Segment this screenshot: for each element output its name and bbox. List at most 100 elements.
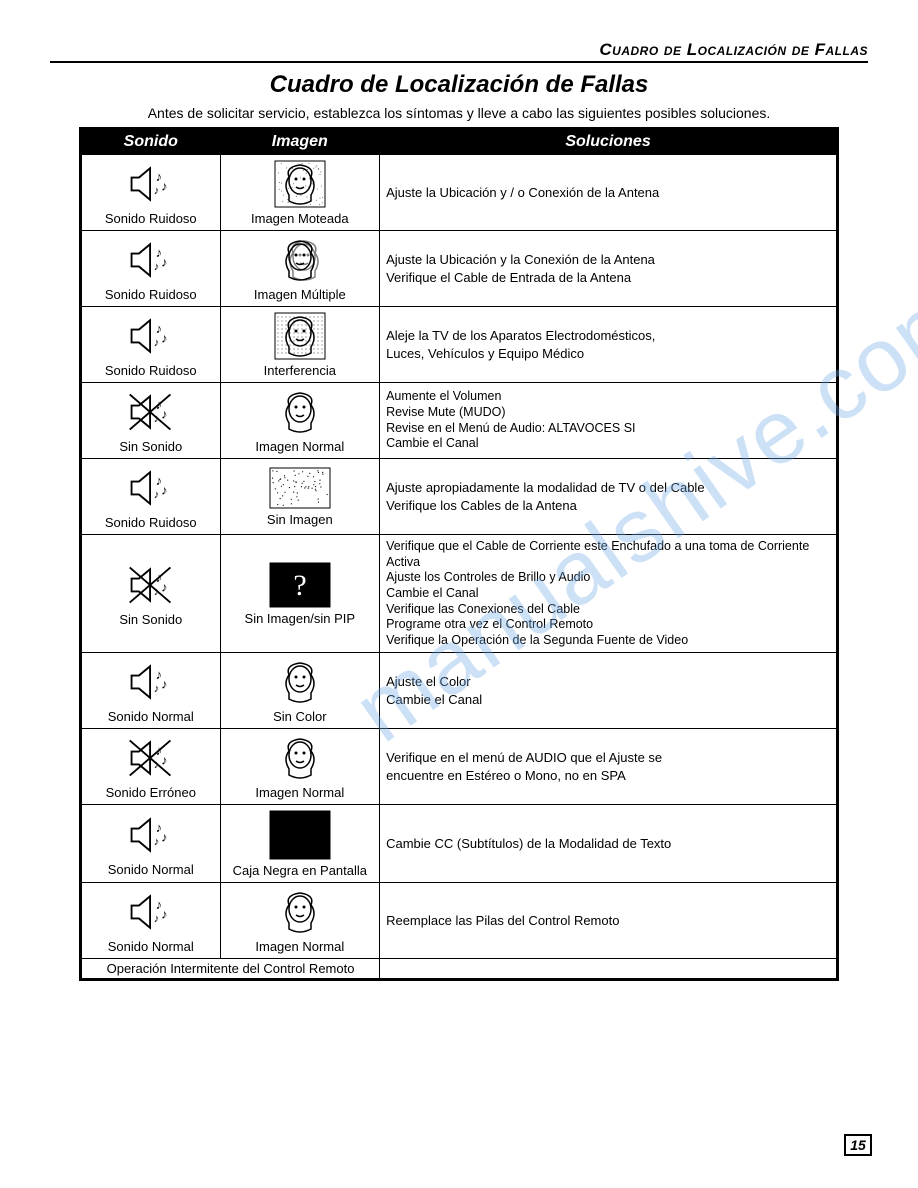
image-label: Sin Color [273, 709, 326, 724]
image-cell: Imagen Moteada [220, 155, 380, 231]
speaker-mute-icon [124, 387, 178, 437]
sound-cell: Sonido Ruidoso [81, 459, 221, 535]
image-cell: Caja Negra en Pantalla [220, 805, 380, 883]
solution-text: Aumente el VolumenRevise Mute (MUDO)Revi… [386, 389, 830, 452]
table-row: Sonido Ruidoso Imagen Moteada Ajuste la Ub… [81, 155, 838, 231]
table-row: Sin Sonido Imagen Normal Aumente el Volume… [81, 383, 838, 459]
sound-cell: Sonido Normal [81, 883, 221, 959]
sound-label: Sin Sonido [119, 439, 182, 454]
table-row: Sonido Ruidoso Interferencia Aleje la TV d… [81, 307, 838, 383]
page-header: Cuadro de Localización de Fallas [50, 40, 868, 63]
image-cell: Sin Color [220, 653, 380, 729]
face-normal-icon [273, 887, 327, 937]
page-number: 15 [844, 1134, 872, 1156]
sound-label: Sonido Normal [108, 939, 194, 954]
solution-cell: Ajuste el ColorCambie el Canal [380, 653, 838, 729]
col-header-sound: Sonido [81, 129, 221, 155]
table-row: Sonido Normal Sin Color Ajuste el ColorCam… [81, 653, 838, 729]
solution-text: Ajuste la Ubicación y / o Conexión de la… [386, 184, 830, 202]
image-label: Sin Imagen [267, 512, 333, 527]
solution-text: Verifique que el Cable de Corriente este… [386, 539, 830, 648]
image-label: Interferencia [264, 363, 336, 378]
speaker-noisy-icon [124, 235, 178, 285]
solution-cell: Aleje la TV de los Aparatos Electrodomés… [380, 307, 838, 383]
sound-cell: Sonido Ruidoso [81, 307, 221, 383]
sound-label: Sin Sonido [119, 612, 182, 627]
page-title: Cuadro de Localización de Fallas [50, 71, 868, 99]
table-row: Sonido Normal Imagen Normal Reemplace las … [81, 883, 838, 959]
col-header-image: Imagen [220, 129, 380, 155]
solution-text: Ajuste el ColorCambie el Canal [386, 673, 830, 708]
sound-label: Sonido Ruidoso [105, 515, 197, 530]
solution-cell: Ajuste la Ubicación y / o Conexión de la… [380, 155, 838, 231]
speaker-noisy-icon [124, 311, 178, 361]
col-header-solutions: Soluciones [380, 129, 838, 155]
black-q-icon: ? [268, 561, 332, 609]
intro-text: Antes de solicitar servicio, establezca … [50, 105, 868, 121]
solution-cell: Ajuste la Ubicación y la Conexión de la … [380, 231, 838, 307]
footnote-text: Operación Intermitente del Control Remot… [81, 959, 380, 980]
sound-label: Sonido Erróneo [106, 785, 196, 800]
solution-text: Cambie CC (Subtítulos) de la Modalidad d… [386, 835, 830, 853]
sound-cell: Sin Sonido [81, 383, 221, 459]
image-cell: ? Sin Imagen/sin PIP [220, 535, 380, 653]
solution-text: Aleje la TV de los Aparatos Electrodomés… [386, 327, 830, 362]
solution-cell: Ajuste apropiadamente la modalidad de TV… [380, 459, 838, 535]
image-cell: Imagen Normal [220, 383, 380, 459]
speaker-normal-icon [124, 657, 178, 707]
sound-label: Sonido Normal [108, 862, 194, 877]
black-box-icon [268, 809, 332, 861]
table-row: Sonido Erróneo Imagen Normal Verifique en … [81, 729, 838, 805]
image-label: Imagen Múltiple [254, 287, 346, 302]
solution-text: Ajuste apropiadamente la modalidad de TV… [386, 479, 830, 514]
face-double-icon [273, 235, 327, 285]
image-label: Imagen Moteada [251, 211, 349, 226]
solution-cell: Aumente el VolumenRevise Mute (MUDO)Revi… [380, 383, 838, 459]
sound-cell: Sonido Erróneo [81, 729, 221, 805]
face-lines-icon [273, 311, 327, 361]
image-cell: Imagen Normal [220, 729, 380, 805]
footnote-row: Operación Intermitente del Control Remot… [81, 959, 838, 980]
face-normal-icon [273, 387, 327, 437]
image-label: Sin Imagen/sin PIP [245, 611, 356, 626]
table-row: Sonido Normal Caja Negra en Pantalla Cambi… [81, 805, 838, 883]
speaker-normal-icon [124, 887, 178, 937]
image-label: Imagen Normal [255, 439, 344, 454]
troubleshooting-table: Sonido Imagen Soluciones Sonido Ruidoso I… [79, 127, 839, 981]
image-cell: Imagen Múltiple [220, 231, 380, 307]
sound-label: Sonido Ruidoso [105, 363, 197, 378]
solution-text: Ajuste la Ubicación y la Conexión de la … [386, 251, 830, 286]
sound-label: Sonido Ruidoso [105, 211, 197, 226]
sound-label: Sonido Ruidoso [105, 287, 197, 302]
speaker-mute-icon [124, 733, 178, 783]
table-row: Sin Sonido? Sin Imagen/sin PIP Verifique q… [81, 535, 838, 653]
face-outline-icon [273, 657, 327, 707]
solution-cell: Verifique en el menú de AUDIO que el Aju… [380, 729, 838, 805]
sound-label: Sonido Normal [108, 709, 194, 724]
sound-cell: Sonido Ruidoso [81, 155, 221, 231]
solution-cell: Verifique que el Cable de Corriente este… [380, 535, 838, 653]
image-cell: Imagen Normal [220, 883, 380, 959]
sound-cell: Sonido Ruidoso [81, 231, 221, 307]
solution-text: Verifique en el menú de AUDIO que el Aju… [386, 749, 830, 784]
speaker-mute-icon [124, 560, 178, 610]
solution-cell: Cambie CC (Subtítulos) de la Modalidad d… [380, 805, 838, 883]
solution-cell: Reemplace las Pilas del Control Remoto [380, 883, 838, 959]
sound-cell: Sonido Normal [81, 653, 221, 729]
face-dotted-icon [273, 159, 327, 209]
snow-icon [268, 466, 332, 510]
solution-text: Reemplace las Pilas del Control Remoto [386, 912, 830, 930]
image-label: Imagen Normal [255, 939, 344, 954]
sound-cell: Sin Sonido [81, 535, 221, 653]
image-label: Caja Negra en Pantalla [233, 863, 367, 878]
table-row: Sonido Ruidoso Sin Imagen Ajuste apropiada… [81, 459, 838, 535]
sound-cell: Sonido Normal [81, 805, 221, 883]
image-cell: Interferencia [220, 307, 380, 383]
table-header-row: Sonido Imagen Soluciones [81, 129, 838, 155]
speaker-noisy-icon [124, 159, 178, 209]
image-label: Imagen Normal [255, 785, 344, 800]
speaker-noisy-icon [124, 463, 178, 513]
face-normal-icon [273, 733, 327, 783]
svg-text:?: ? [293, 569, 306, 602]
table-row: Sonido Ruidoso Imagen Múltiple Ajuste la U… [81, 231, 838, 307]
